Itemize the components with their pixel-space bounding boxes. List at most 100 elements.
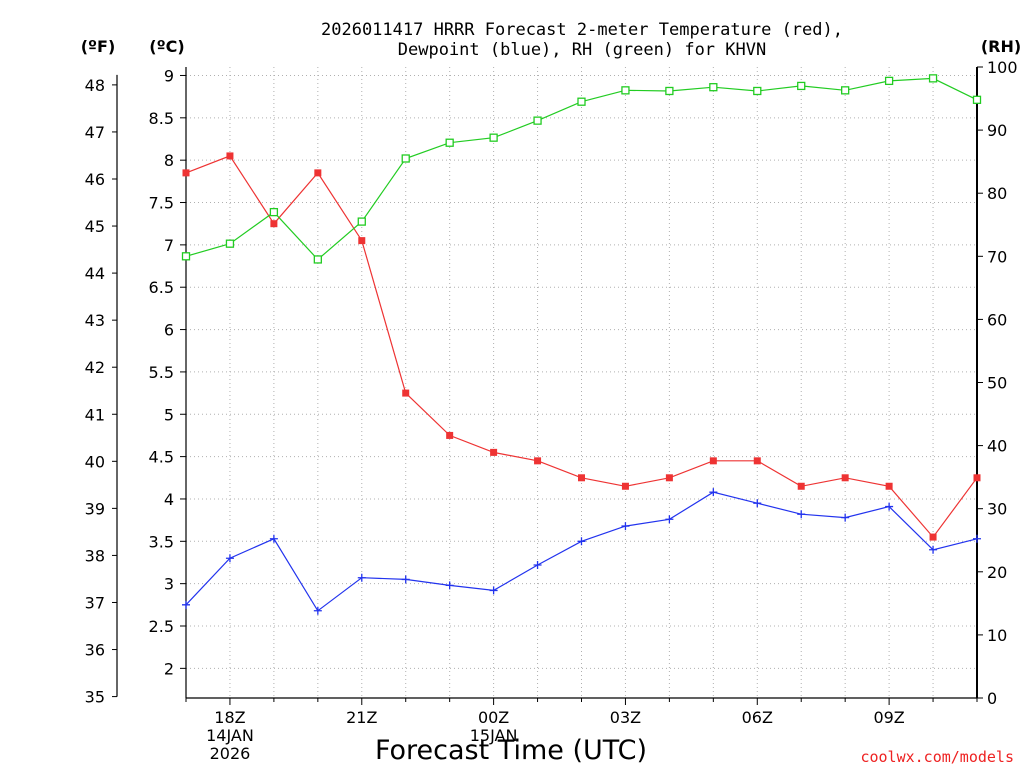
temperature-point	[709, 457, 717, 465]
dewpoint-point	[885, 502, 894, 511]
rh-point	[577, 97, 586, 106]
celsius-tick-label: 6.5	[149, 278, 174, 297]
temperature-point	[753, 457, 761, 465]
fahrenheit-tick-label: 45	[85, 217, 105, 236]
dewpoint-point	[841, 513, 850, 522]
fahrenheit-tick-label: 40	[85, 452, 105, 471]
rh-point	[445, 138, 454, 147]
temperature-point	[973, 474, 981, 482]
credit-text: coolwx.com/models	[860, 748, 1014, 766]
celsius-tick-label: 3.5	[149, 532, 174, 551]
rh-tick-label: 60	[987, 310, 1007, 329]
celsius-tick-label: 8	[164, 151, 174, 170]
fahrenheit-tick-label: 47	[85, 123, 105, 142]
chart-title-line2: Dewpoint (blue), RH (green) for KHVN	[398, 40, 766, 60]
rh-tick-label: 20	[987, 563, 1007, 582]
fahrenheit-tick-label: 35	[85, 688, 105, 707]
celsius-tick-label: 4	[164, 490, 174, 509]
temperature-point	[490, 448, 498, 456]
dewpoint-point	[225, 554, 234, 563]
celsius-tick-label: 4.5	[149, 448, 174, 467]
dewpoint-point	[665, 515, 674, 524]
celsius-tick-label: 2	[164, 659, 174, 678]
dewpoint-point	[533, 561, 542, 570]
rh-point	[621, 86, 630, 95]
fahrenheit-tick-label: 36	[85, 641, 105, 660]
x-year-label: 2026	[210, 744, 251, 763]
fahrenheit-tick-label: 48	[85, 76, 105, 95]
grid	[186, 67, 977, 698]
temperature-point	[358, 237, 366, 245]
rh-point	[533, 116, 542, 125]
fahrenheit-tick-label: 39	[85, 499, 105, 518]
x-date-label: 15JAN	[470, 726, 518, 745]
rh-point	[665, 86, 674, 96]
rh-tick-label: 0	[987, 689, 997, 708]
celsius-tick-label: 2.5	[149, 617, 174, 636]
dewpoint-point	[929, 545, 938, 554]
x-date-label: 14JAN	[206, 726, 254, 745]
dewpoint-point	[709, 488, 718, 497]
celsius-tick-label: 8.5	[149, 109, 174, 128]
x-tick-label: 21Z	[346, 708, 377, 727]
rh-tick-label: 100	[987, 58, 1018, 77]
dewpoint-point	[753, 499, 762, 508]
temperature-point	[314, 169, 322, 177]
fahrenheit-tick-label: 42	[85, 358, 105, 377]
temperature-point	[621, 482, 629, 490]
rh-tick-label: 90	[987, 121, 1007, 140]
fahrenheit-tick-label: 46	[85, 170, 105, 189]
fahrenheit-tick-label: 38	[85, 546, 105, 565]
rh-point	[884, 76, 894, 86]
rh-point	[972, 95, 982, 104]
celsius-tick-label: 5.5	[149, 363, 174, 382]
x-tick-label: 00Z	[478, 708, 509, 727]
dewpoint-point	[489, 586, 498, 595]
rh-point	[753, 86, 762, 96]
dewpoint-point	[269, 534, 278, 543]
rh-point	[928, 74, 938, 83]
rh-tick-label: 10	[987, 626, 1007, 645]
celsius-tick-label: 3	[164, 575, 174, 594]
series-layer	[181, 74, 982, 615]
dewpoint-point	[357, 573, 366, 582]
fahrenheit-unit-label: (ºF)	[81, 37, 116, 56]
temperature-point	[402, 389, 410, 397]
fahrenheit-tick-label: 37	[85, 593, 105, 612]
dewpoint-point	[797, 510, 806, 519]
rh-point	[269, 207, 279, 217]
dewpoint-point	[973, 534, 981, 543]
temperature-point	[578, 474, 585, 482]
temperature-point	[841, 474, 849, 482]
rh-point	[313, 255, 322, 264]
temperature-point	[929, 533, 937, 541]
temperature-point	[534, 457, 542, 465]
fahrenheit-tick-label: 44	[85, 264, 105, 283]
celsius-tick-label: 9	[164, 66, 174, 85]
dewpoint-point	[313, 606, 322, 615]
celsius-tick-label: 5	[164, 405, 174, 424]
x-tick-label: 06Z	[742, 708, 773, 727]
rh-point	[841, 86, 850, 95]
x-tick-label: 18Z	[214, 708, 245, 727]
rh-unit-label: (RH)	[981, 37, 1021, 56]
x-tick-label: 09Z	[873, 708, 904, 727]
rh-point	[181, 252, 191, 261]
rh-point	[489, 133, 498, 142]
dewpoint-point	[577, 537, 586, 546]
celsius-tick-label: 6	[164, 321, 174, 340]
temperature-point	[797, 482, 805, 490]
rh-tick-label: 70	[987, 247, 1007, 266]
temperature-point	[885, 482, 893, 490]
chart-title-line1: 2026011417 HRRR Forecast 2-meter Tempera…	[321, 20, 843, 40]
temperature-point	[270, 220, 278, 228]
x-tick-label: 03Z	[610, 708, 641, 727]
dewpoint-point	[621, 522, 630, 531]
temperature-point	[226, 152, 234, 160]
rh-point	[357, 217, 366, 226]
temperature-point	[182, 169, 190, 177]
rh-tick-label: 30	[987, 500, 1007, 519]
fahrenheit-tick-label: 43	[85, 311, 105, 330]
axes: 35 36 37 38 39 40 41 42 43 44 45 46 47 48 2 2.5 3 3.5 4 4.5…	[85, 58, 1018, 763]
